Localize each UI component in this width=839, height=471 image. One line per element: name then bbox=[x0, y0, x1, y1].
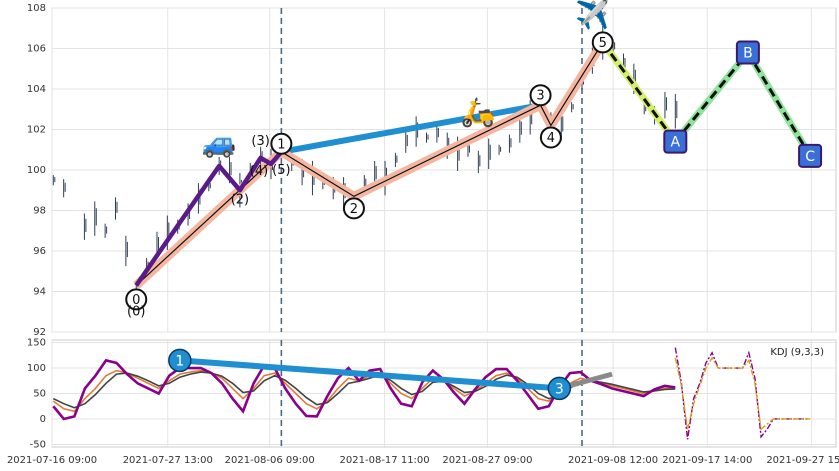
kdj-series-k bbox=[52, 369, 676, 413]
sub-wave-label: (5) bbox=[272, 163, 290, 178]
kdj-y-tick-label: 0 bbox=[40, 414, 46, 425]
x-tick-label: 2021-09-17 14:00 bbox=[662, 455, 752, 466]
sub-wave-line bbox=[134, 150, 284, 287]
main-wave-line bbox=[135, 42, 604, 286]
sub-wave-label: (4) bbox=[250, 164, 268, 179]
sub-wave-label: (2) bbox=[231, 192, 249, 207]
x-tick-label: 2021-07-16 09:00 bbox=[7, 455, 97, 466]
sub-wave-label: (0) bbox=[127, 304, 145, 319]
projection-line bbox=[601, 41, 677, 143]
price-y-tick-label: 102 bbox=[27, 125, 46, 136]
kdj-marker-label: 3 bbox=[555, 381, 564, 397]
price-y-tick-label: 108 bbox=[27, 3, 46, 14]
kdj-legend: KDJ (9,3,3) bbox=[770, 347, 824, 358]
wave-marker-label: 4 bbox=[547, 131, 555, 146]
correction-wave-label: C bbox=[805, 149, 815, 165]
kdj-marker-label: 1 bbox=[175, 353, 184, 369]
wave-marker-label: 0 bbox=[132, 293, 140, 308]
kdj-panel: -50 0 50 100 150 1 3 KDJ (9,3,3) bbox=[27, 338, 837, 450]
sub-wave-label: (3) bbox=[251, 134, 269, 149]
wave-marker-circle bbox=[539, 126, 562, 149]
kdj-y-tick-label: -50 bbox=[30, 439, 46, 450]
x-axis: 2021-07-16 09:00 2021-07-27 13:00 2021-08-… bbox=[7, 455, 839, 466]
wave-marker-circle bbox=[342, 197, 365, 220]
wave-marker-circle bbox=[529, 84, 552, 107]
kdj-y-tick-label: 100 bbox=[27, 363, 46, 374]
correction-wave-label: B bbox=[743, 46, 753, 62]
car-icon: 🚙 bbox=[202, 126, 237, 159]
wave-marker-circle bbox=[270, 132, 293, 155]
x-tick-label: 2021-08-06 09:00 bbox=[225, 455, 315, 466]
airplane-icon: ✈️ bbox=[575, 0, 610, 31]
price-trend-line bbox=[278, 102, 544, 155]
wave-marker-circle bbox=[591, 31, 614, 54]
wave-marker-label: 2 bbox=[350, 202, 358, 217]
price-y-tick-label: 94 bbox=[33, 287, 46, 298]
kdj-marker-circle bbox=[168, 348, 192, 373]
projection-line bbox=[674, 51, 750, 143]
scooter-icon: 🛵 bbox=[461, 95, 496, 128]
correction-wave-label: A bbox=[671, 135, 681, 151]
kdj-marker-circle bbox=[547, 376, 572, 401]
wave-marker-circle bbox=[125, 288, 148, 311]
projection-line bbox=[746, 51, 812, 157]
price-y-tick-label: 96 bbox=[33, 246, 46, 257]
price-y-tick-label: 98 bbox=[33, 206, 46, 217]
x-tick-label: 2021-08-27 09:00 bbox=[442, 455, 532, 466]
x-tick-label: 2021-08-17 11:00 bbox=[340, 455, 430, 466]
wave-marker-label: 3 bbox=[536, 89, 544, 104]
kdj-projection-k bbox=[674, 356, 811, 431]
wave-marker-label: 1 bbox=[277, 137, 285, 152]
price-y-tick-label: 100 bbox=[27, 165, 46, 176]
correction-wave-box bbox=[798, 143, 823, 168]
price-y-tick-label: 92 bbox=[33, 327, 46, 338]
x-tick-label: 2021-09-08 12:00 bbox=[568, 455, 658, 466]
x-tick-label: 2021-09-27 15:00 bbox=[766, 455, 839, 466]
correction-wave-box bbox=[663, 129, 688, 154]
price-panel: 92 94 96 98 100 102 104 106 108 0 1 2 3 4 5 (0) (2) (3) (4… bbox=[27, 0, 837, 338]
wave-marker-label: 5 bbox=[599, 36, 607, 51]
kdj-trend-line bbox=[179, 357, 560, 392]
kdj-y-tick-label: 50 bbox=[33, 389, 46, 400]
correction-wave-box bbox=[735, 40, 760, 65]
x-tick-label: 2021-07-27 13:00 bbox=[123, 455, 213, 466]
price-y-tick-label: 106 bbox=[27, 44, 46, 55]
kdj-y-tick-label: 150 bbox=[27, 338, 46, 349]
price-y-tick-label: 104 bbox=[27, 84, 46, 95]
